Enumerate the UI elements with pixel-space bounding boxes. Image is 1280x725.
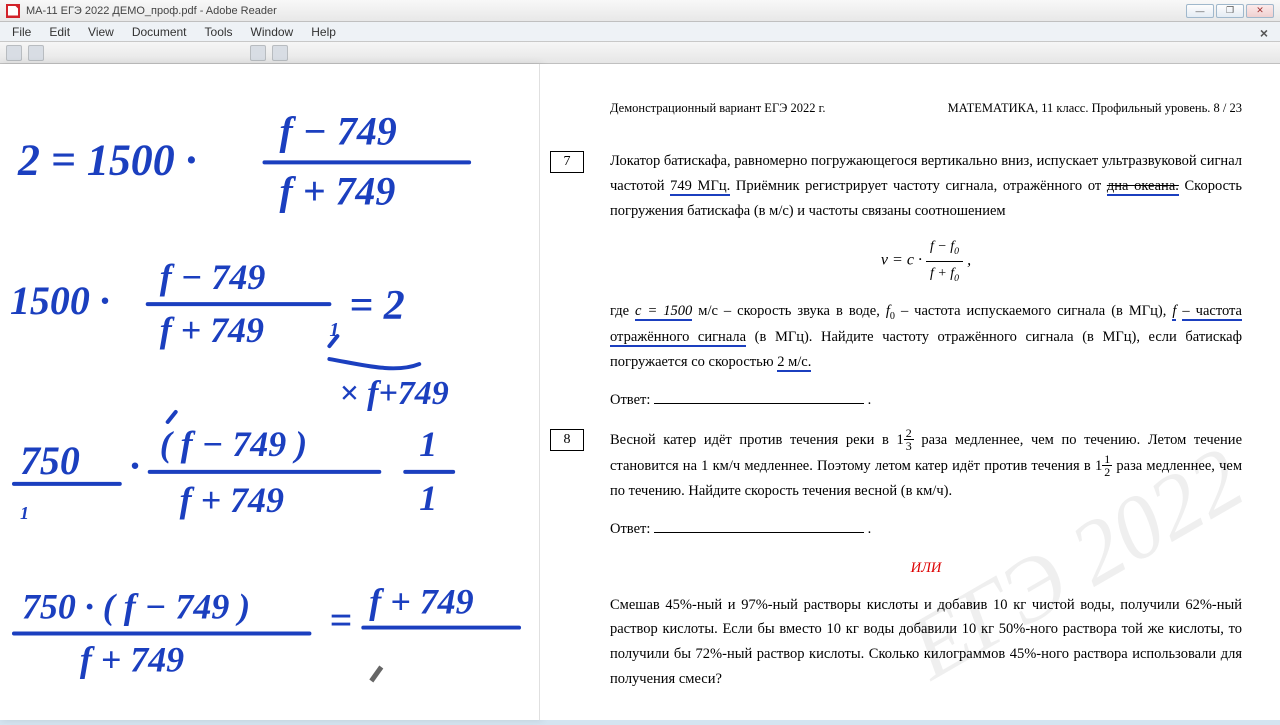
page-header: Демонстрационный вариант ЕГЭ 2022 г. МАТ… [610,98,1242,119]
menu-file[interactable]: File [4,24,39,40]
menu-tools[interactable]: Tools [197,24,241,40]
svg-text:1: 1 [419,478,437,518]
answer-line[interactable] [654,519,864,534]
header-right: МАТЕМАТИКА, 11 класс. Профильный уровень… [948,98,1242,119]
document-page: 2 = 1500 · f − 749 f + 749 1500 · f − 74… [0,64,1280,720]
menu-window[interactable]: Window [243,24,302,40]
annotation-overlay: 2 = 1500 · f − 749 f + 749 1500 · f − 74… [0,64,540,720]
maximize-button[interactable]: ❐ [1216,4,1244,18]
svg-text:f + 749: f + 749 [160,310,264,350]
menu-edit[interactable]: Edit [41,24,78,40]
minimize-button[interactable]: — [1186,4,1214,18]
window-title: МА-11 ЕГЭ 2022 ДЕМО_проф.pdf - Adobe Rea… [26,5,277,17]
svg-text:·: · [130,443,140,488]
formula: v = c · f − f0 f + f0 , [610,235,1242,287]
svg-text:f + 749: f + 749 [80,639,184,679]
toolbar-icon[interactable] [28,45,44,61]
menu-bar: File Edit View Document Tools Window Hel… [0,22,1280,42]
toolbar-icon[interactable] [250,45,266,61]
answer-label: Ответ: [610,392,654,408]
svg-text:750 · ( f − 749 ): 750 · ( f − 749 ) [22,587,250,627]
menu-view[interactable]: View [80,24,122,40]
problem-number-box: 7 [550,151,584,173]
svg-text:f + 749: f + 749 [369,582,473,622]
svg-text:750: 750 [20,438,80,483]
svg-text:f + 749: f + 749 [279,168,395,213]
answer-label: Ответ: [610,521,654,537]
highlighted-value: c = 1500 [635,303,692,321]
highlighted-text: дна океана. [1107,178,1179,196]
highlighted-value: 2 м/с. [777,354,811,372]
problem-text: где [610,303,635,319]
toolbar-icon[interactable] [6,45,22,61]
problem-text: – частота испускаемого сигнала (в МГц), [901,303,1172,319]
svg-text:f − 749: f − 749 [160,257,266,297]
header-left: Демонстрационный вариант ЕГЭ 2022 г. [610,98,826,119]
svg-text:1500 ·: 1500 · [10,278,110,323]
highlighted-var: f [1172,303,1176,321]
svg-text:1: 1 [20,503,29,523]
adobe-reader-icon [6,4,20,18]
problem-8: 8 Весной катер идёт против течения реки … [610,427,1242,542]
close-document-button[interactable]: × [1252,24,1276,42]
toolbar [0,42,1280,64]
svg-text:f + 749: f + 749 [180,480,284,520]
svg-text:f − 749: f − 749 [279,108,396,153]
toolbar-icon[interactable] [272,45,288,61]
menu-document[interactable]: Document [124,24,195,40]
window-controls: — ❐ ✕ [1186,4,1274,18]
workspace: 2 = 1500 · f − 749 f + 749 1500 · f − 74… [0,64,1280,720]
problem-text: м/с – скорость звука в воде, [698,303,886,319]
problem-text: Смешав 45%-ный и 97%-ный растворы кислот… [610,597,1242,687]
problem-text: Весной катер идёт против течения реки в … [610,432,904,448]
or-separator: ИЛИ [610,556,1242,581]
svg-text:1: 1 [419,424,437,464]
problem-8-alt: Смешав 45%-ный и 97%-ный растворы кислот… [610,593,1242,692]
window-titlebar: МА-11 ЕГЭ 2022 ДЕМО_проф.pdf - Adobe Rea… [0,0,1280,22]
problem-text: Приёмник регистрирует частоту сигнала, о… [736,178,1107,194]
close-window-button[interactable]: ✕ [1246,4,1274,18]
problem-7: 7 Локатор батискафа, равномерно погружаю… [610,149,1242,413]
highlighted-value: 749 МГц. [670,178,730,196]
pdf-content: ЕГЭ 2022 Демонстрационный вариант ЕГЭ 20… [540,64,1280,720]
svg-text:2 = 1500 ·: 2 = 1500 · [17,136,197,184]
menu-help[interactable]: Help [303,24,344,40]
svg-text:× f+749: × f+749 [339,375,448,412]
svg-text:= 2: = 2 [349,283,404,329]
problem-number-box: 8 [550,429,584,451]
answer-line[interactable] [654,390,864,405]
svg-text:=: = [329,598,352,643]
svg-text:( f − 749 ): ( f − 749 ) [160,424,307,464]
